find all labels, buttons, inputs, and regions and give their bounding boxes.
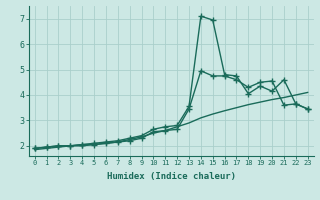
X-axis label: Humidex (Indice chaleur): Humidex (Indice chaleur) <box>107 172 236 181</box>
